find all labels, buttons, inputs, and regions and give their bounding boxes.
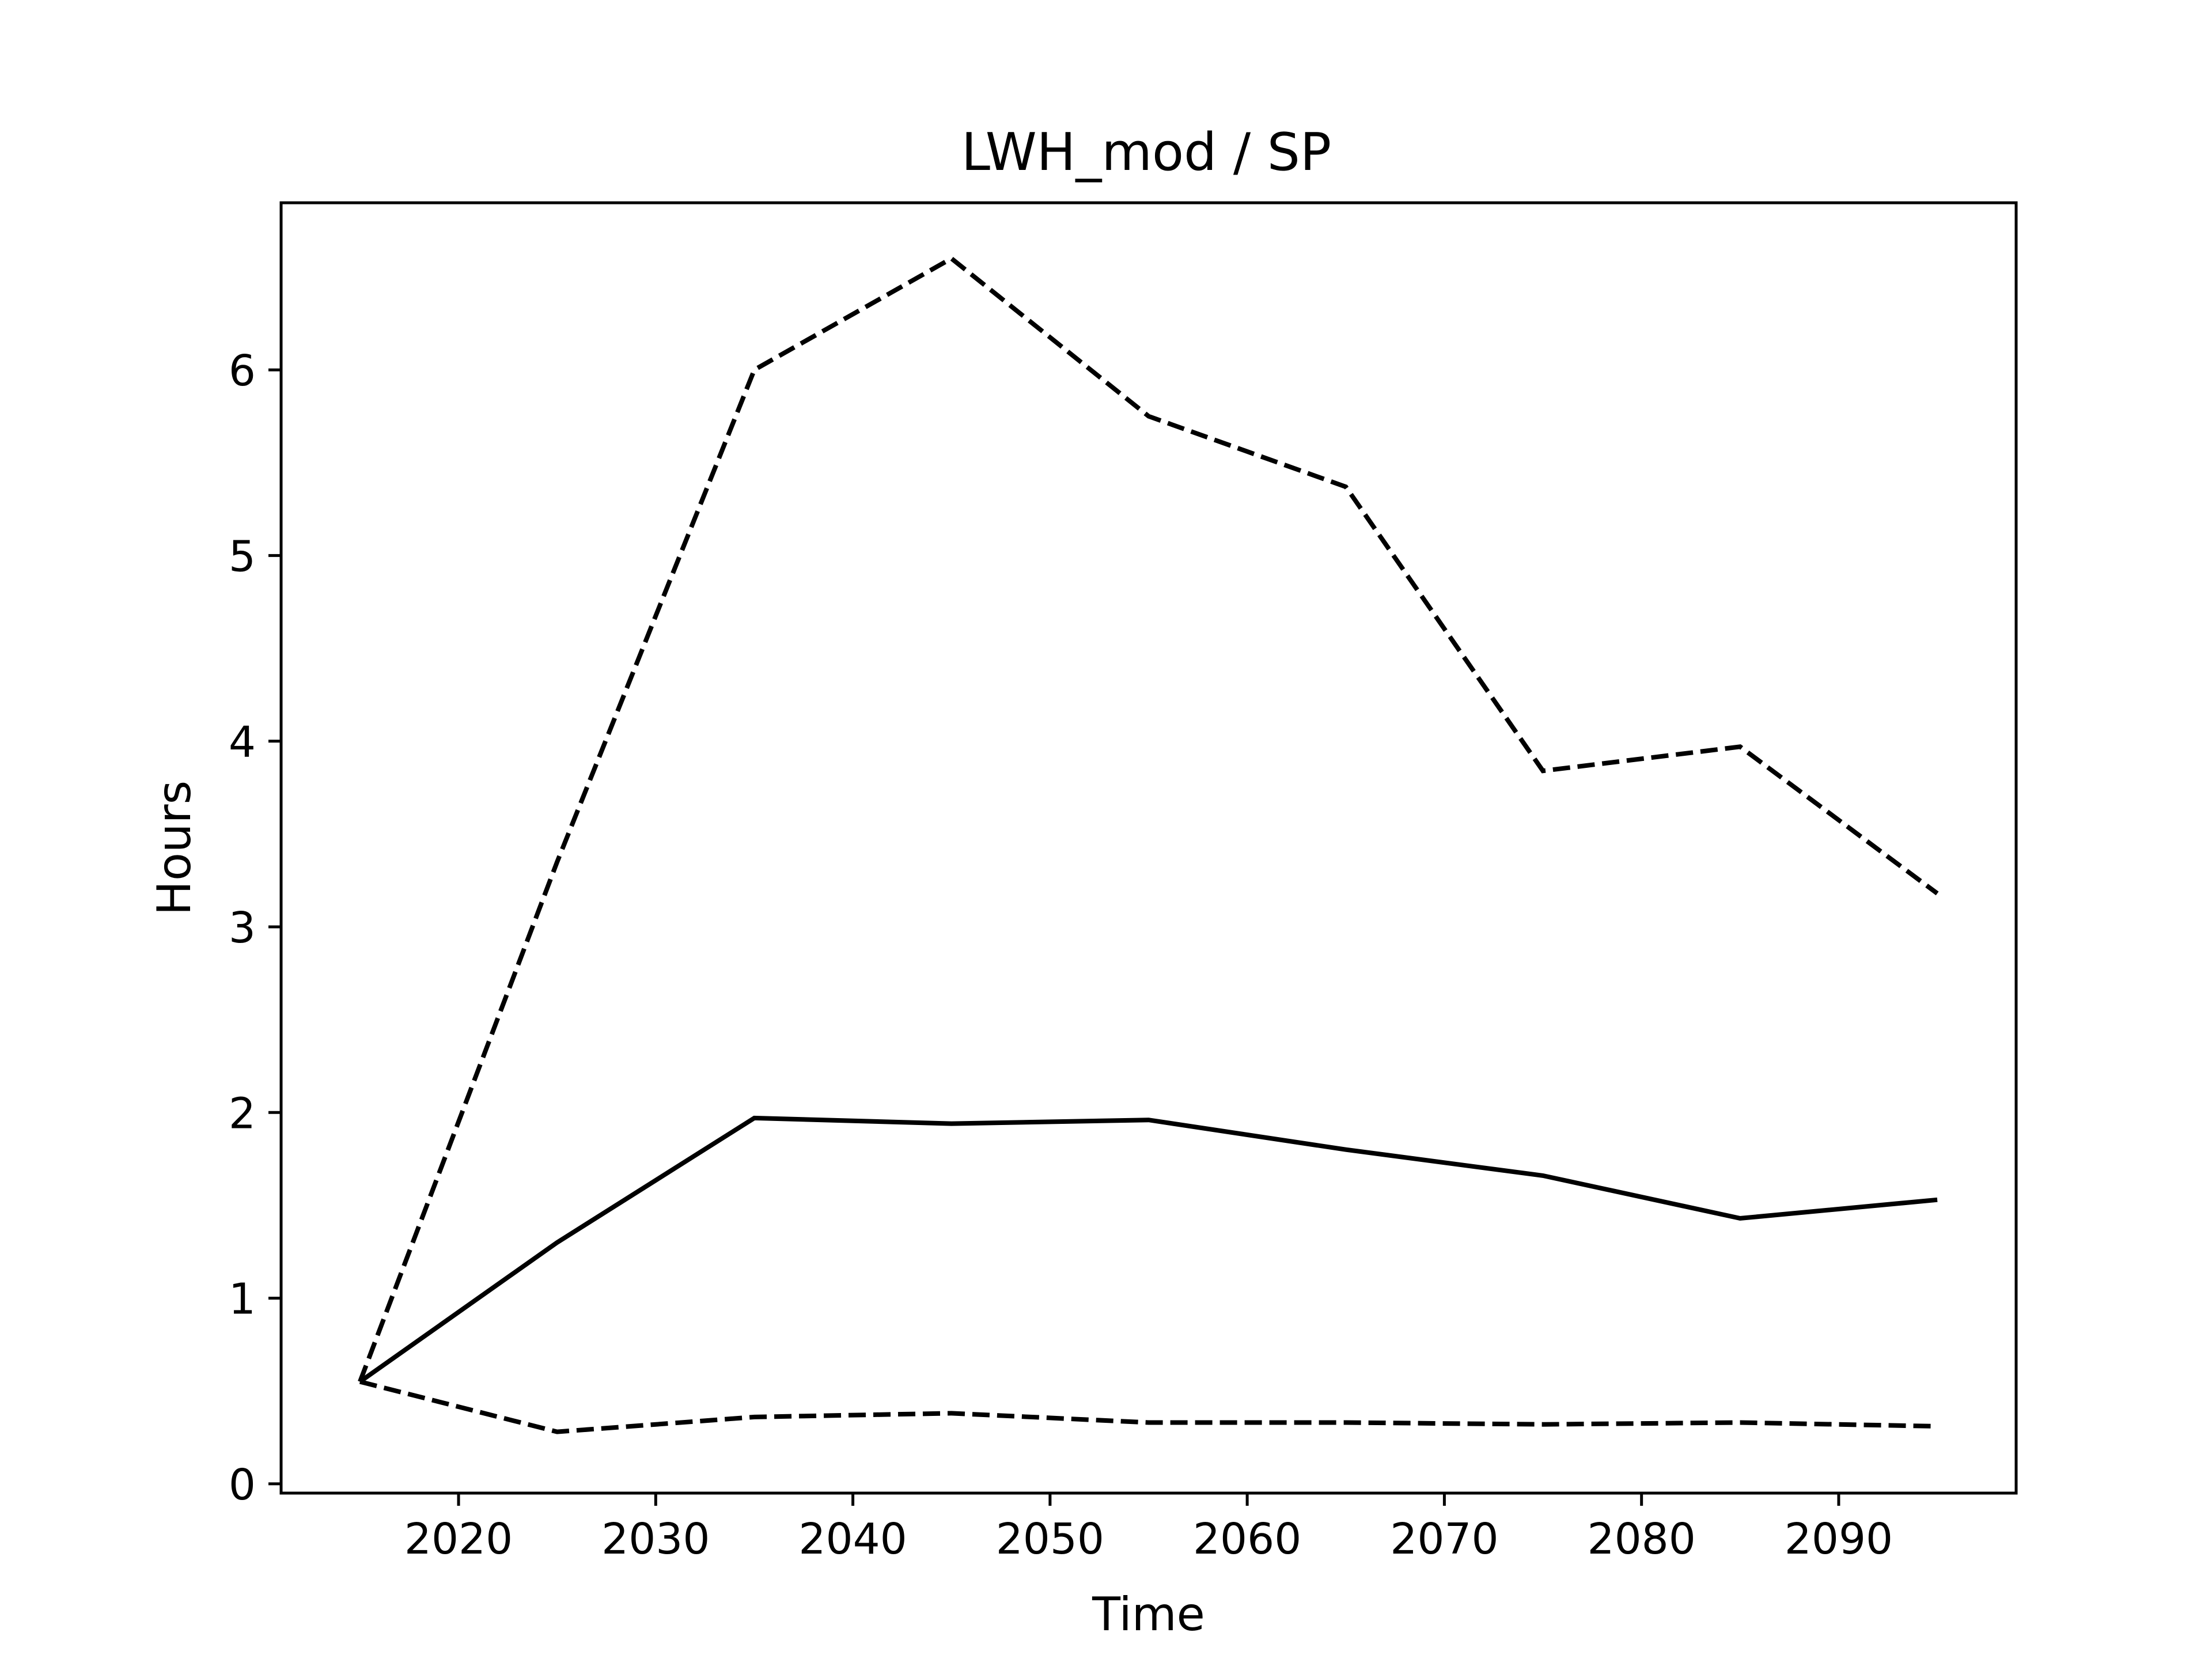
x-tick-label-2080: 2080: [1588, 1514, 1696, 1564]
y-tick-label-1: 1: [229, 1275, 256, 1324]
plot-frame: [279, 201, 2018, 1495]
y-tick-label-3: 3: [229, 903, 256, 953]
y-tick-label-0: 0: [229, 1460, 256, 1510]
series-layer: [358, 255, 1939, 1434]
y-axis-ticks: 0 1 2 3 4 5 6: [229, 346, 281, 1510]
series-line-3: [359, 1379, 1938, 1434]
x-tick-label-2050: 2050: [996, 1514, 1104, 1564]
x-tick-label-2020: 2020: [404, 1514, 513, 1564]
chart-title: LWH_mod / SP: [961, 122, 1331, 183]
x-tick-label-2060: 2060: [1193, 1514, 1301, 1564]
series-line-2: [358, 1115, 1938, 1384]
x-tick-label-2030: 2030: [601, 1514, 710, 1564]
y-tick-label-4: 4: [229, 718, 256, 767]
x-axis-label: Time: [1092, 1588, 1205, 1641]
x-tick-label-2070: 2070: [1390, 1514, 1498, 1564]
x-tick-label-2040: 2040: [798, 1514, 907, 1564]
y-tick-label-5: 5: [229, 532, 256, 581]
series-line-1: [358, 255, 1939, 1383]
x-axis-ticks: 2020 2030 2040 2050 2060 2070 2080 2090: [404, 1493, 1893, 1564]
y-tick-label-2: 2: [229, 1089, 256, 1138]
y-tick-label-6: 6: [229, 346, 256, 396]
x-tick-label-2090: 2090: [1785, 1514, 1893, 1564]
y-axis-label: Hours: [147, 781, 201, 915]
